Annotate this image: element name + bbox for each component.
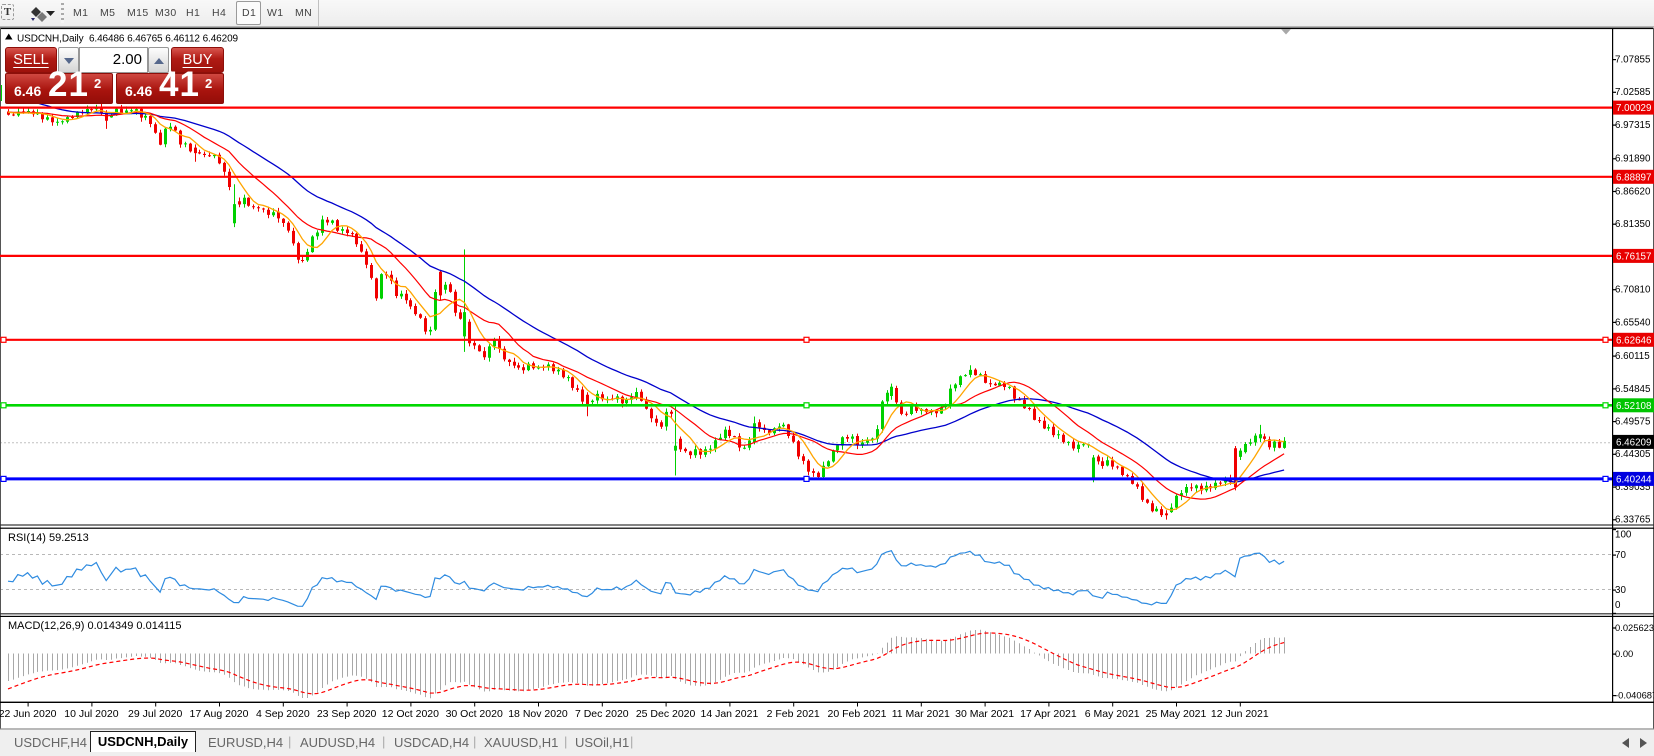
svg-text:23 Sep 2020: 23 Sep 2020 [317, 708, 377, 720]
svg-text:6 May 2021: 6 May 2021 [1085, 708, 1140, 720]
svg-text:-0.040687: -0.040687 [1615, 690, 1654, 701]
svg-text:14 Jan 2021: 14 Jan 2021 [700, 708, 758, 720]
svg-text:RSI(14) 59.2513: RSI(14) 59.2513 [8, 532, 89, 544]
svg-text:6.54845: 6.54845 [1615, 384, 1651, 395]
svg-text:6.91890: 6.91890 [1615, 154, 1651, 165]
svg-text:6.65540: 6.65540 [1615, 317, 1651, 328]
svg-text:0: 0 [1615, 600, 1621, 611]
svg-text:7 Dec 2020: 7 Dec 2020 [575, 708, 629, 720]
svg-text:20 Feb 2021: 20 Feb 2021 [828, 708, 887, 720]
svg-text:6.86620: 6.86620 [1615, 186, 1651, 197]
svg-text:25 May 2021: 25 May 2021 [1146, 708, 1207, 720]
svg-text:6.44305: 6.44305 [1615, 449, 1651, 460]
svg-text:100: 100 [1615, 530, 1632, 541]
svg-text:6.52108: 6.52108 [1616, 401, 1652, 412]
svg-text:7.07855: 7.07855 [1615, 55, 1651, 66]
svg-text:4 Sep 2020: 4 Sep 2020 [256, 708, 310, 720]
svg-text:6.62646: 6.62646 [1616, 335, 1652, 346]
svg-text:22 Jun 2020: 22 Jun 2020 [0, 708, 57, 720]
svg-text:0.025623: 0.025623 [1615, 622, 1654, 633]
svg-text:6.97315: 6.97315 [1615, 120, 1651, 131]
svg-text:18 Nov 2020: 18 Nov 2020 [508, 708, 568, 720]
svg-text:7.00029: 7.00029 [1616, 103, 1651, 114]
svg-text:70: 70 [1615, 550, 1626, 561]
svg-text:30 Mar 2021: 30 Mar 2021 [955, 708, 1014, 720]
svg-text:6.76157: 6.76157 [1616, 251, 1651, 262]
svg-text:10 Jul 2020: 10 Jul 2020 [64, 708, 118, 720]
svg-text:USDCNH,Daily 6.46486 6.46765: USDCNH,Daily 6.46486 6.46765 6.46112 6.4… [17, 34, 239, 45]
svg-text:25 Dec 2020: 25 Dec 2020 [636, 708, 696, 720]
svg-text:30 Oct 2020: 30 Oct 2020 [446, 708, 503, 720]
svg-text:6.70810: 6.70810 [1615, 285, 1651, 296]
svg-text:7.02585: 7.02585 [1615, 87, 1651, 98]
svg-text:6.39035: 6.39035 [1615, 482, 1651, 493]
svg-text:6.81350: 6.81350 [1615, 219, 1651, 230]
svg-text:6.60115: 6.60115 [1615, 351, 1650, 362]
svg-text:6.46209: 6.46209 [1616, 437, 1651, 448]
svg-text:MACD(12,26,9) 0.014349 0.01411: MACD(12,26,9) 0.014349 0.014115 [8, 620, 181, 632]
svg-text:12 Oct 2020: 12 Oct 2020 [382, 708, 439, 720]
svg-text:6.49575: 6.49575 [1615, 417, 1651, 428]
svg-text:17 Aug 2020: 17 Aug 2020 [190, 708, 249, 720]
svg-text:17 Apr 2021: 17 Apr 2021 [1020, 708, 1077, 720]
svg-text:2 Feb 2021: 2 Feb 2021 [767, 708, 820, 720]
svg-text:11 Mar 2021: 11 Mar 2021 [892, 708, 950, 720]
svg-text:6.40244: 6.40244 [1616, 474, 1652, 485]
svg-text:6.88897: 6.88897 [1616, 172, 1651, 183]
svg-text:12 Jun 2021: 12 Jun 2021 [1211, 708, 1269, 720]
svg-text:0.00: 0.00 [1615, 648, 1633, 659]
svg-text:6.33765: 6.33765 [1615, 515, 1651, 526]
svg-text:30: 30 [1615, 585, 1626, 596]
svg-text:29 Jul 2020: 29 Jul 2020 [128, 708, 182, 720]
